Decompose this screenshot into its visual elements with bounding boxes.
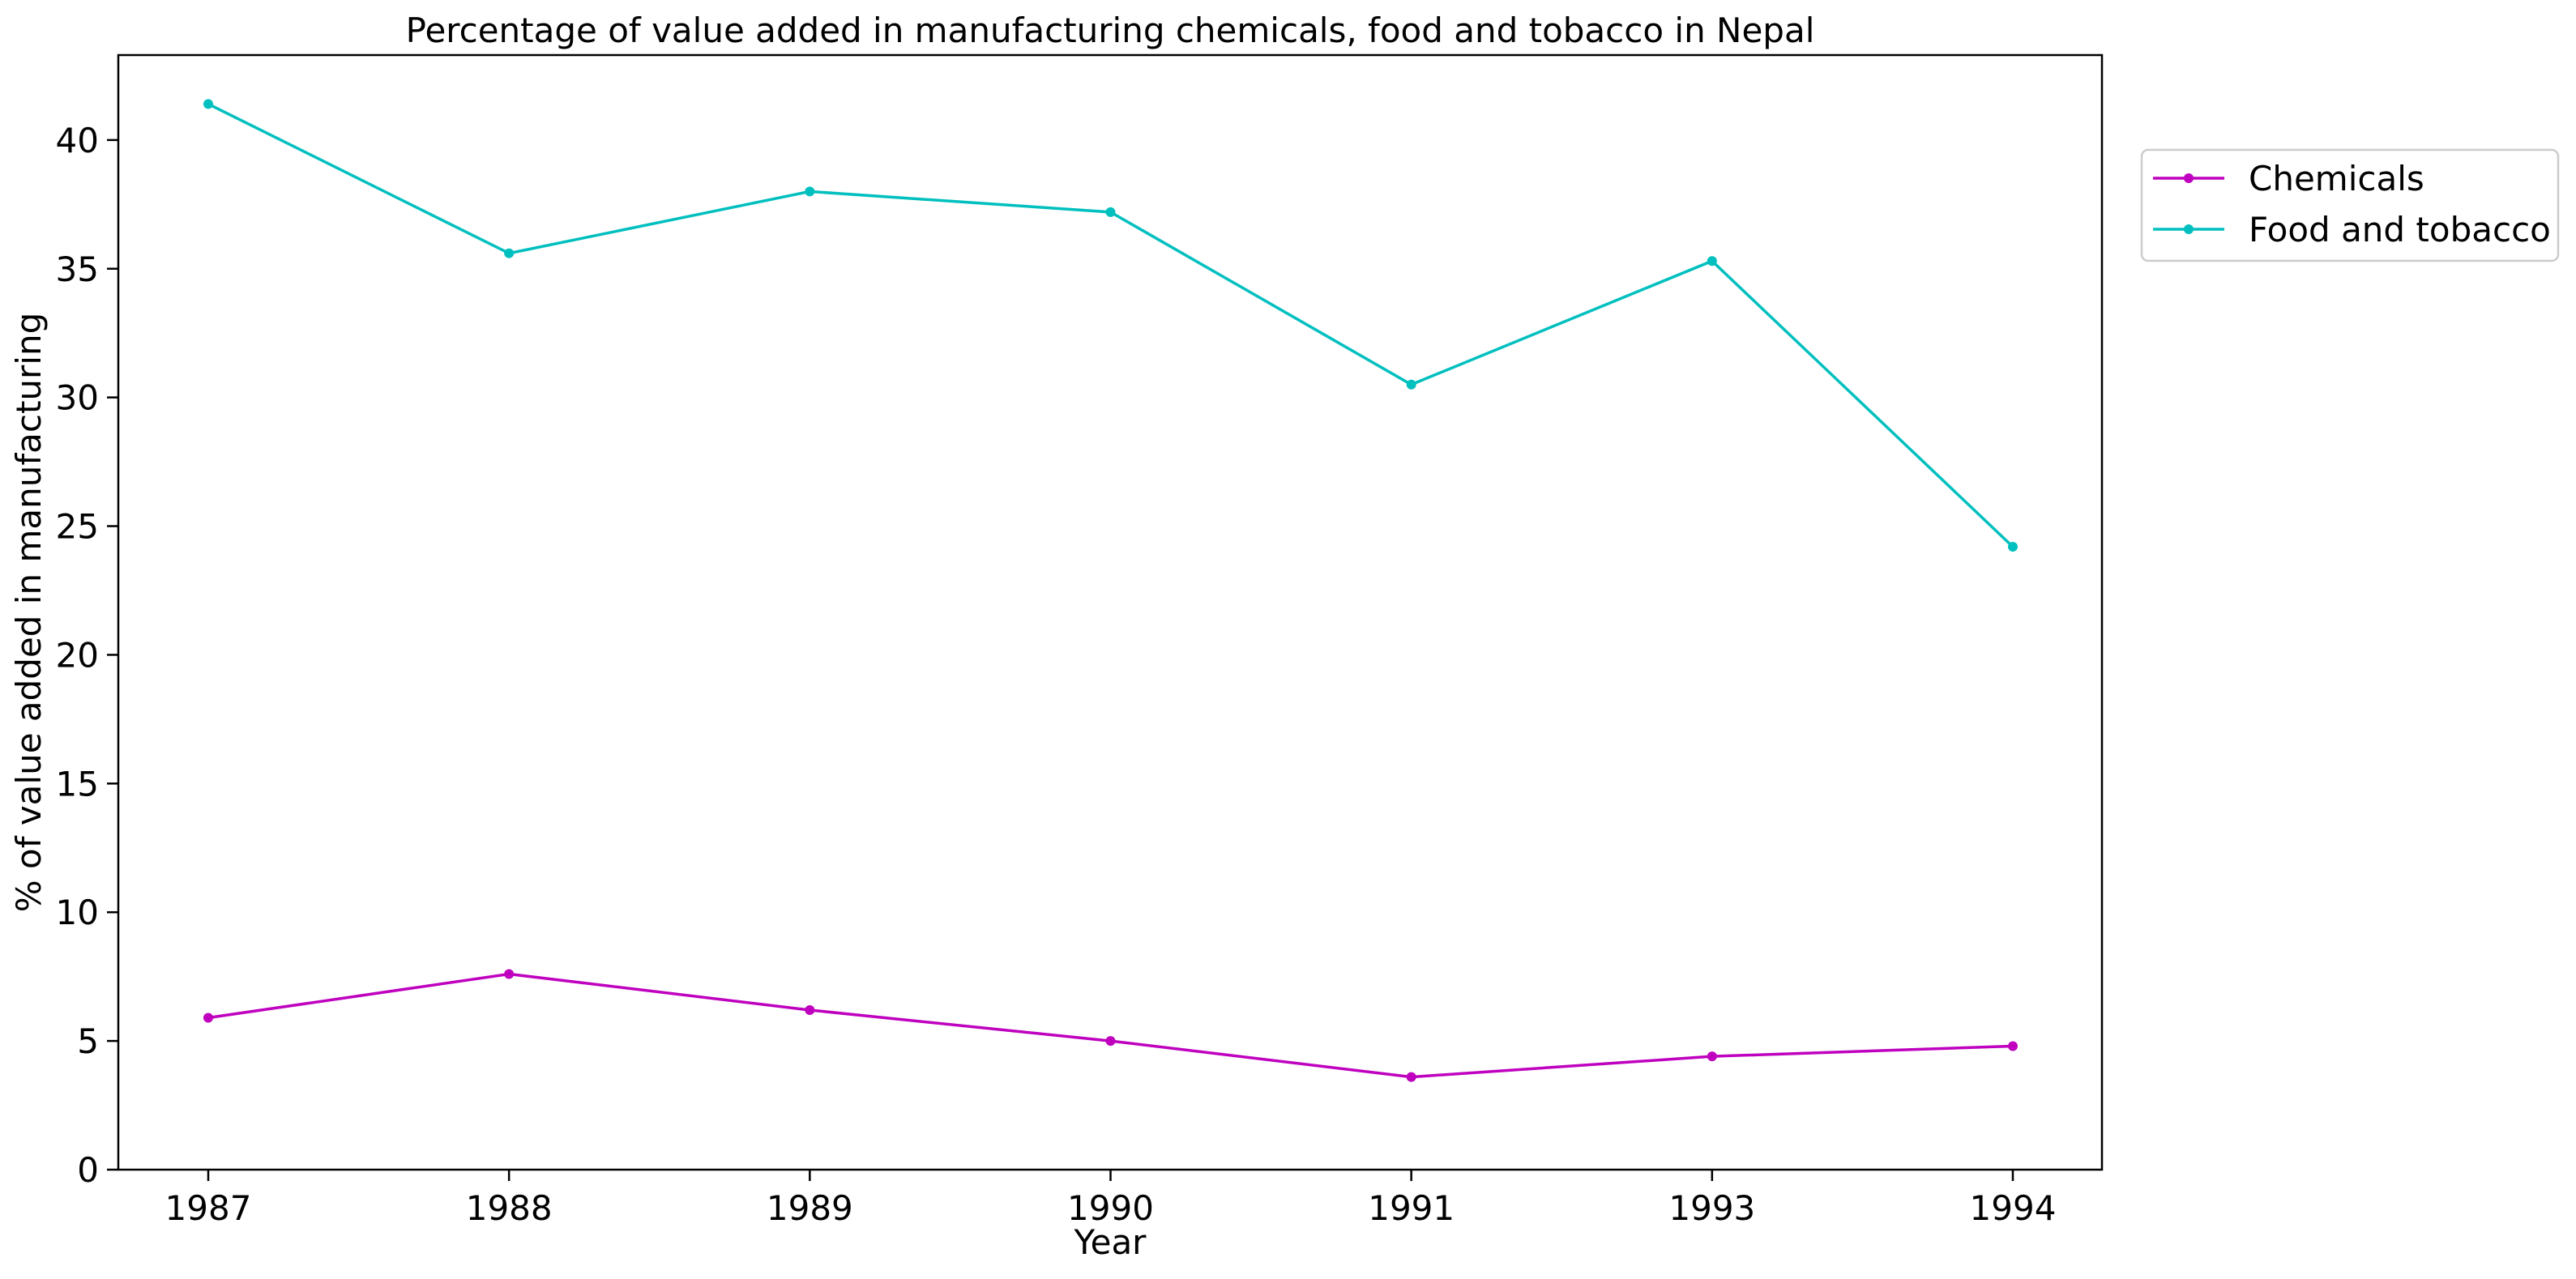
series-layer [203, 99, 2018, 1082]
data-point-chemicals [1406, 1072, 1416, 1082]
x-axis-label: Year [1074, 1222, 1147, 1262]
y-tick-label: 15 [56, 764, 99, 804]
series-line-food-and-tobacco [207, 102, 2014, 548]
y-axis-label: % of value added in manufacturing [9, 313, 49, 913]
x-axis: 1987 1988 1989 1990 1991 1993 1994 [165, 1170, 2057, 1228]
plot-area [117, 53, 2104, 1171]
y-tick-label: 5 [77, 1021, 99, 1061]
x-tick-label: 1988 [466, 1188, 553, 1228]
legend-marker-chemicals [2184, 173, 2194, 183]
data-point-chemicals [203, 1013, 213, 1023]
y-tick-label: 25 [56, 507, 99, 547]
legend-marker-food-and-tobacco [2184, 224, 2194, 234]
data-point-food-and-tobacco [1406, 379, 1416, 390]
data-point-chemicals [2008, 1041, 2018, 1051]
y-tick-label: 30 [56, 378, 99, 418]
chart-title: Percentage of value added in manufacturi… [406, 11, 1815, 50]
y-tick-label: 20 [56, 635, 99, 675]
y-tick-label: 0 [77, 1150, 99, 1190]
data-point-food-and-tobacco [1105, 207, 1116, 217]
legend-box [2140, 148, 2560, 262]
x-tick-label: 1994 [1970, 1188, 2057, 1228]
data-point-food-and-tobacco [504, 248, 515, 258]
series-line-chemicals [207, 972, 2014, 1079]
data-point-chemicals [1105, 1036, 1116, 1047]
y-tick-label: 10 [56, 893, 99, 932]
x-tick-label: 1991 [1368, 1188, 1455, 1228]
legend-label-food-and-tobacco: Food and tobacco [2249, 210, 2551, 249]
legend: Chemicals Food and tobacco [2140, 148, 2560, 262]
y-tick-label: 40 [56, 121, 99, 160]
data-point-food-and-tobacco [203, 99, 213, 109]
data-point-chemicals [1707, 1051, 1717, 1062]
legend-label-chemicals: Chemicals [2249, 159, 2424, 198]
x-tick-label: 1993 [1668, 1188, 1755, 1228]
x-tick-label: 1990 [1067, 1188, 1154, 1228]
y-tick-label: 35 [56, 249, 99, 289]
data-point-food-and-tobacco [1707, 256, 1717, 266]
data-point-chemicals [805, 1004, 815, 1015]
y-axis: 0 5 10 15 20 25 30 35 40 [56, 121, 118, 1190]
data-point-chemicals [504, 969, 515, 979]
data-point-food-and-tobacco [2008, 541, 2018, 552]
x-tick-label: 1987 [165, 1188, 252, 1228]
data-point-food-and-tobacco [805, 186, 815, 197]
x-tick-label: 1989 [767, 1188, 853, 1228]
